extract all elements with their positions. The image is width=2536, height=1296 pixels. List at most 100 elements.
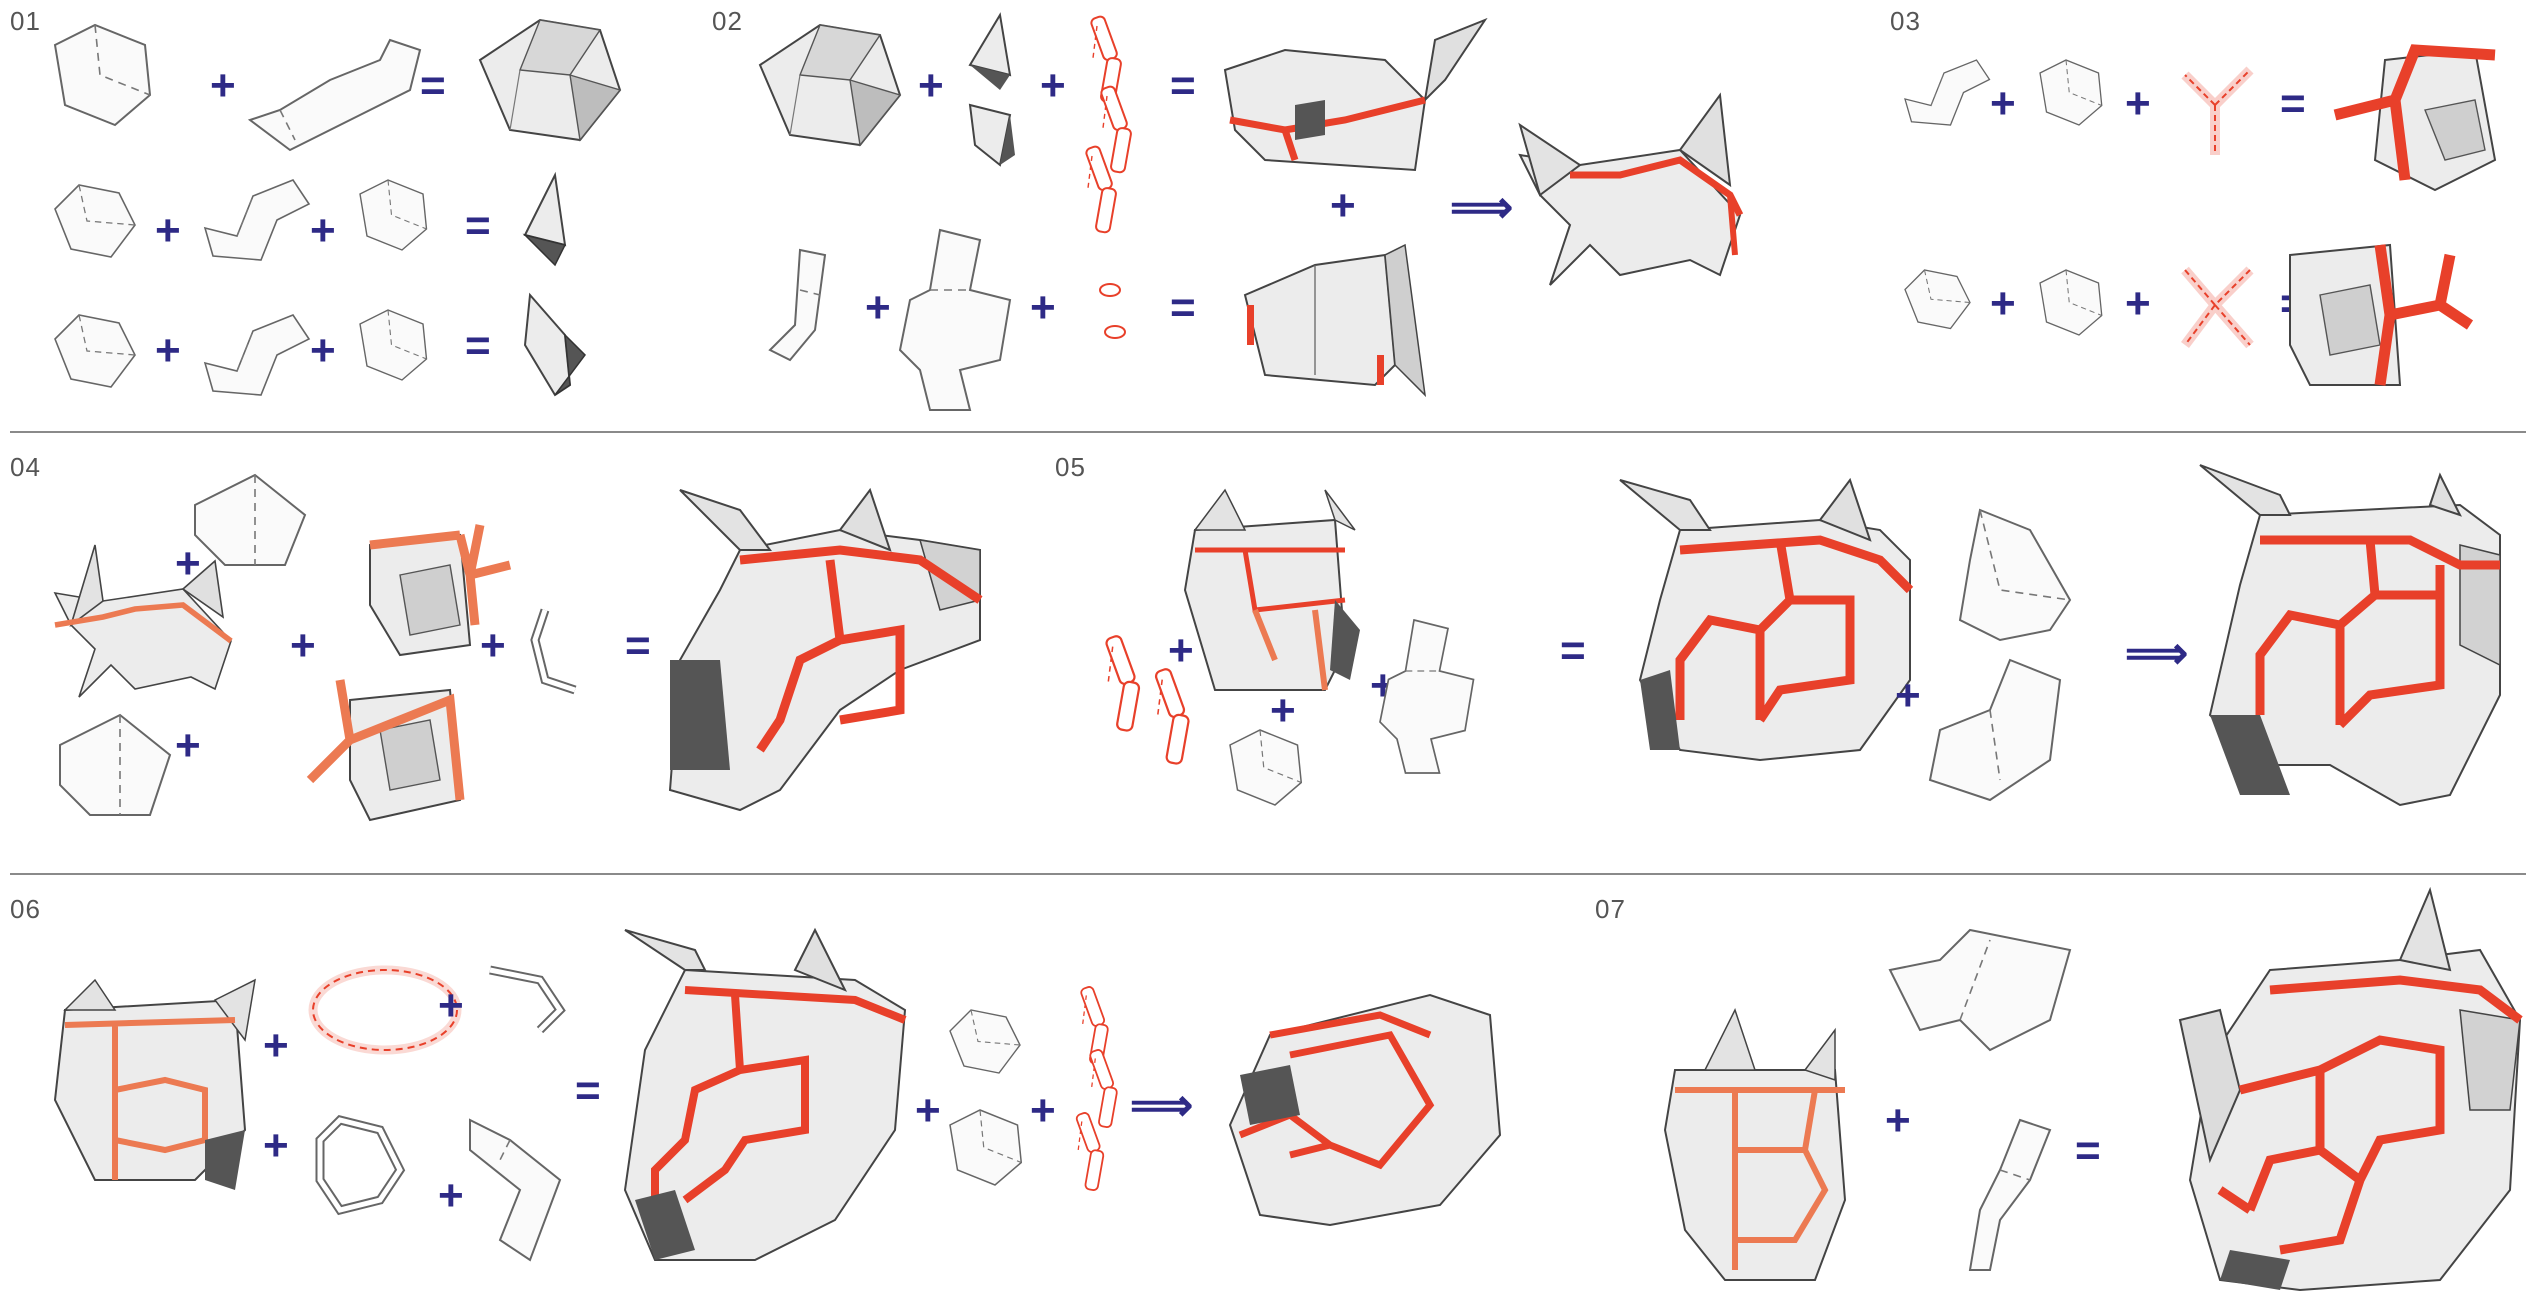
plus-sign: + bbox=[438, 1171, 464, 1220]
step-07-label: 07 bbox=[1595, 894, 1626, 924]
hook-connector bbox=[530, 608, 577, 695]
net-tall bbox=[1379, 618, 1475, 774]
plus-sign: + bbox=[2125, 279, 2151, 328]
net-piece bbox=[1229, 729, 1302, 806]
net-piece bbox=[1904, 269, 1971, 330]
equals-sign: = bbox=[2075, 1126, 2101, 1175]
step-06-label: 06 bbox=[10, 894, 41, 924]
plus-sign: + bbox=[1270, 686, 1296, 735]
net-piece bbox=[359, 309, 428, 381]
plus-sign: + bbox=[1168, 626, 1194, 675]
folded-solid bbox=[759, 24, 901, 146]
step-04-panel: 04 + + + + bbox=[10, 452, 983, 822]
orange-hex-node bbox=[306, 679, 465, 822]
red-connector-chain bbox=[1074, 984, 1119, 1192]
folded-piece bbox=[523, 292, 586, 397]
implies-arrow: ⟹ bbox=[2125, 629, 2188, 678]
plus-sign: + bbox=[1030, 283, 1056, 332]
net-piece bbox=[949, 1109, 1022, 1186]
net-tall bbox=[898, 228, 1012, 411]
equals-sign: = bbox=[575, 1066, 601, 1115]
plus-sign: + bbox=[263, 1121, 289, 1170]
equals-sign: = bbox=[1170, 61, 1196, 110]
implies-arrow: ⟹ bbox=[1130, 1081, 1193, 1130]
plus-sign: + bbox=[175, 721, 201, 770]
plus-sign: + bbox=[1330, 181, 1356, 230]
equals-sign: = bbox=[625, 621, 651, 670]
folded-piece bbox=[968, 12, 1015, 167]
assembled-animal bbox=[1518, 92, 1744, 286]
net-strip bbox=[247, 38, 422, 152]
assembled-hex-node bbox=[2289, 243, 2474, 386]
partial-head bbox=[1663, 1008, 1847, 1281]
assembled-front bbox=[1243, 243, 1427, 398]
net-hexagon bbox=[59, 713, 172, 816]
step-01-panel: 01 + = + + = + + = bbox=[10, 6, 621, 397]
net-piece bbox=[1928, 658, 2062, 802]
assembled-animal bbox=[53, 544, 233, 698]
fan-net bbox=[1888, 928, 2072, 1052]
net-piece bbox=[204, 179, 310, 261]
partial-head bbox=[1183, 488, 1360, 691]
equals-sign: = bbox=[465, 321, 491, 370]
step-02-label: 02 bbox=[712, 6, 743, 36]
plus-sign: + bbox=[1040, 61, 1066, 110]
net-hexagon bbox=[194, 473, 307, 566]
net-strip bbox=[469, 1118, 562, 1262]
net-piece bbox=[54, 24, 151, 126]
step-03-label: 03 bbox=[1890, 6, 1921, 36]
plus-sign: + bbox=[1885, 1096, 1911, 1145]
net-piece bbox=[1904, 59, 1991, 126]
net-strip bbox=[1968, 1118, 2052, 1271]
red-x-connector bbox=[2181, 266, 2254, 349]
step-05-panel: 05 + + + = + bbox=[1055, 452, 2501, 807]
plus-sign: + bbox=[865, 283, 891, 332]
equals-sign: = bbox=[2280, 79, 2306, 128]
step-07-panel: 07 + = bbox=[1595, 886, 2523, 1292]
implies-arrow: ⟹ bbox=[1450, 183, 1513, 232]
red-connector-chain bbox=[1084, 14, 1133, 235]
step-03-panel: 03 + + = + + = bbox=[1890, 6, 2497, 386]
assembled-body bbox=[1223, 17, 1488, 172]
plus-sign: + bbox=[918, 61, 944, 110]
plus-sign: + bbox=[210, 61, 236, 110]
plus-sign: + bbox=[1990, 279, 2016, 328]
assembled-hex-node bbox=[2333, 44, 2497, 192]
equals-sign: = bbox=[1560, 626, 1586, 675]
folded-solid bbox=[479, 19, 621, 141]
net-piece bbox=[2039, 269, 2103, 336]
step-04-label: 04 bbox=[10, 452, 41, 482]
assembled-head-complete bbox=[2199, 464, 2501, 807]
assembled-head bbox=[1619, 477, 1914, 762]
assembled-head-rotated bbox=[1228, 993, 1502, 1227]
red-ring-connector bbox=[308, 965, 462, 1055]
net-strip bbox=[768, 248, 827, 362]
net-piece bbox=[949, 1009, 1021, 1074]
plus-sign: + bbox=[310, 206, 336, 255]
plus-sign: + bbox=[310, 326, 336, 375]
plus-sign: + bbox=[1990, 79, 2016, 128]
equals-sign: = bbox=[465, 201, 491, 250]
step-02-panel: 02 + + = + + bbox=[712, 6, 1744, 411]
equals-sign: = bbox=[420, 61, 446, 110]
plus-sign: + bbox=[155, 206, 181, 255]
red-y-connector bbox=[2181, 66, 2254, 155]
net-piece bbox=[54, 184, 136, 258]
partial-head bbox=[53, 978, 256, 1190]
plus-sign: + bbox=[263, 1021, 289, 1070]
plus-sign: + bbox=[2125, 79, 2151, 128]
assembled-head-final bbox=[2178, 886, 2523, 1292]
hook-cluster bbox=[315, 1115, 406, 1216]
step-05-label: 05 bbox=[1055, 452, 1086, 482]
net-piece bbox=[359, 179, 428, 251]
net-piece bbox=[204, 314, 310, 396]
step-06-panel: 06 + + + + = bbox=[10, 894, 1502, 1262]
hook-connector bbox=[489, 965, 566, 1034]
orange-hex-node bbox=[369, 524, 512, 657]
net-piece bbox=[2039, 59, 2103, 126]
plus-sign: + bbox=[1895, 671, 1921, 720]
plus-sign: + bbox=[290, 621, 316, 670]
plus-sign: + bbox=[480, 621, 506, 670]
folded-piece bbox=[522, 171, 567, 267]
